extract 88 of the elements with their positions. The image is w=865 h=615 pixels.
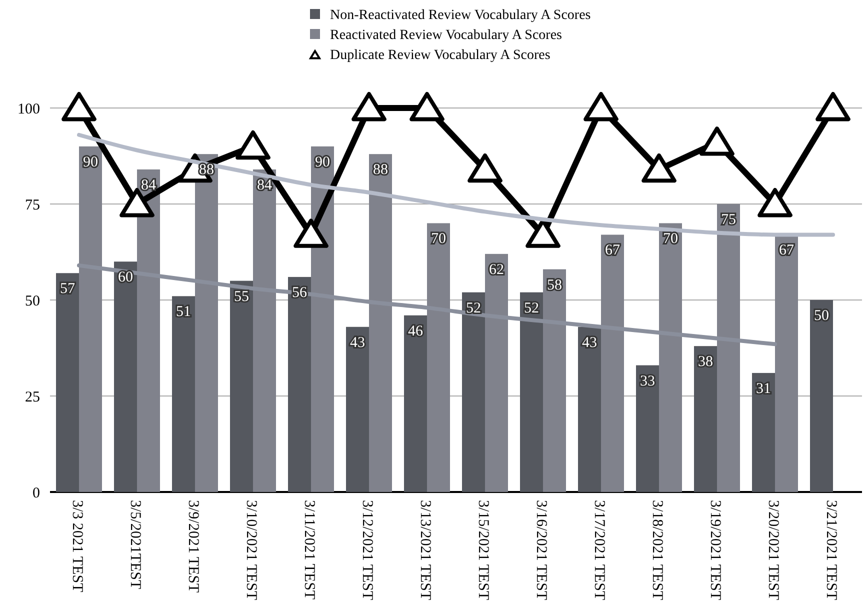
bar <box>810 300 833 492</box>
point <box>816 92 850 122</box>
bar <box>717 204 740 492</box>
y-tick-label: 100 <box>18 101 40 118</box>
bar <box>195 154 218 492</box>
bar <box>253 169 276 492</box>
data-label: 57 <box>60 281 76 298</box>
x-tick-label: 3/16/2021 TEST <box>533 500 549 600</box>
bar <box>485 254 508 492</box>
bar <box>427 223 450 492</box>
x-tick-label: 3/20/2021 TEST <box>765 500 781 600</box>
y-tick-label: 0 <box>32 485 40 502</box>
data-label: 55 <box>234 288 249 305</box>
data-label: 70 <box>431 231 446 248</box>
point <box>410 92 444 122</box>
point <box>62 92 96 122</box>
data-label: 46 <box>408 323 424 340</box>
point <box>584 92 618 122</box>
data-label: 33 <box>640 373 655 390</box>
data-label: 67 <box>779 242 794 259</box>
x-tick-label: 3/19/2021 TEST <box>707 500 723 600</box>
point <box>700 126 734 156</box>
data-label: 90 <box>315 154 330 170</box>
point <box>120 188 154 218</box>
x-tick-label: 3/17/2021 TEST <box>591 500 607 600</box>
data-label: 75 <box>721 212 736 228</box>
x-tick-label: 3/21/2021 TEST <box>823 500 839 600</box>
data-label: 43 <box>582 334 597 351</box>
data-label: 50 <box>814 308 829 324</box>
bar <box>752 372 775 492</box>
point <box>294 218 328 248</box>
data-label: 60 <box>118 270 133 286</box>
data-label: 56 <box>292 284 308 301</box>
data-label: 70 <box>663 231 678 248</box>
bar <box>404 315 427 492</box>
x-tick-label: 3/5/2021TEST <box>127 500 143 590</box>
point <box>468 153 502 183</box>
data-label: 51 <box>176 304 191 320</box>
bar <box>288 276 311 492</box>
bar <box>346 326 369 492</box>
bar <box>114 262 137 492</box>
legend-label: Duplicate Review Vocabulary A Scores <box>330 48 550 63</box>
legend-label: Reactivated Review Vocabulary A Scores <box>330 28 562 43</box>
x-tick-label: 3/9/2021 TEST <box>185 500 201 593</box>
x-tick-label: 3/3 2021 TEST <box>69 500 85 592</box>
bar <box>601 234 624 492</box>
line-series <box>77 263 777 346</box>
data-label: 52 <box>466 300 481 316</box>
x-tick-label: 3/18/2021 TEST <box>649 500 665 600</box>
data-label: 38 <box>698 354 713 370</box>
point <box>352 92 386 122</box>
x-tick-label: 3/11/2021 TEST <box>301 500 317 600</box>
x-tick-label: 3/13/2021 TEST <box>417 500 433 600</box>
bar <box>56 273 79 492</box>
y-tick-label: 50 <box>25 293 40 310</box>
point <box>642 153 676 183</box>
bar <box>369 154 392 492</box>
bar <box>462 292 485 492</box>
bar <box>172 296 195 492</box>
y-tick-label: 75 <box>25 197 40 214</box>
bar <box>543 269 566 492</box>
bar <box>775 234 798 492</box>
bar <box>79 146 102 492</box>
bar <box>659 223 682 492</box>
bar <box>578 326 601 492</box>
data-label: 88 <box>373 162 388 178</box>
x-tick-label: 3/10/2021 TEST <box>243 500 259 600</box>
bar <box>694 346 717 492</box>
data-label: 58 <box>547 277 562 294</box>
y-tick-label: 25 <box>25 389 40 406</box>
data-label: 84 <box>257 177 272 194</box>
bar <box>137 169 160 492</box>
data-label: 84 <box>141 177 156 194</box>
x-tick-label: 3/12/2021 TEST <box>359 500 375 600</box>
data-label: 62 <box>489 262 504 278</box>
data-label: 52 <box>524 300 539 316</box>
data-label: 67 <box>605 242 620 259</box>
bar <box>520 292 543 492</box>
data-label: 90 <box>83 154 98 170</box>
point <box>236 130 270 160</box>
point <box>758 188 792 218</box>
data-label: 43 <box>350 334 365 351</box>
data-label: 88 <box>199 162 214 178</box>
bar <box>636 365 659 492</box>
legend-label: Non-Reactivated Review Vocabulary A Scores <box>330 8 591 23</box>
data-label: 31 <box>756 380 771 397</box>
x-tick-label: 3/15/2021 TEST <box>475 500 491 600</box>
bar <box>230 280 253 492</box>
